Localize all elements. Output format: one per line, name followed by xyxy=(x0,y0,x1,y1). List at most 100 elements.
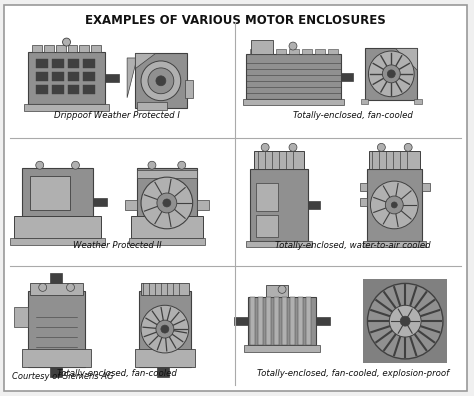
Bar xyxy=(246,241,312,247)
Bar xyxy=(36,59,48,68)
Bar xyxy=(137,102,167,110)
Circle shape xyxy=(141,177,192,229)
Circle shape xyxy=(141,305,189,353)
Circle shape xyxy=(385,196,403,214)
Bar xyxy=(141,284,189,295)
Circle shape xyxy=(66,284,74,291)
Bar xyxy=(91,45,101,52)
Polygon shape xyxy=(127,58,137,98)
Bar xyxy=(282,297,287,345)
Circle shape xyxy=(371,181,418,229)
Bar xyxy=(24,104,109,110)
Text: Totally-enclosed, water-to-air cooled: Totally-enclosed, water-to-air cooled xyxy=(275,241,430,250)
Circle shape xyxy=(383,65,400,83)
Circle shape xyxy=(148,161,156,169)
Polygon shape xyxy=(395,48,417,70)
Text: Courtesy of Siemens AG: Courtesy of Siemens AG xyxy=(12,372,113,381)
Bar xyxy=(359,198,367,206)
Bar xyxy=(328,49,337,54)
Circle shape xyxy=(367,284,443,359)
Bar xyxy=(250,169,308,241)
Text: Weather Protected II: Weather Protected II xyxy=(73,241,162,250)
Circle shape xyxy=(404,143,412,151)
Bar xyxy=(276,49,286,54)
Bar xyxy=(36,72,48,81)
Bar xyxy=(44,45,54,52)
Bar xyxy=(246,54,341,99)
Circle shape xyxy=(156,76,166,86)
Circle shape xyxy=(368,51,414,97)
Circle shape xyxy=(289,42,297,50)
Bar xyxy=(80,45,90,52)
Bar xyxy=(139,291,191,367)
Bar xyxy=(125,200,137,210)
Circle shape xyxy=(178,161,186,169)
Bar xyxy=(298,297,303,345)
Circle shape xyxy=(389,305,421,337)
Bar xyxy=(234,317,248,325)
Bar xyxy=(185,80,192,98)
Circle shape xyxy=(392,202,397,208)
Bar xyxy=(263,49,273,54)
Polygon shape xyxy=(135,53,155,68)
Bar xyxy=(364,241,426,247)
Bar xyxy=(302,49,312,54)
Bar xyxy=(10,238,105,245)
Bar xyxy=(266,286,288,297)
Bar xyxy=(316,317,330,325)
Bar xyxy=(308,201,320,209)
Bar xyxy=(93,198,107,206)
Bar xyxy=(67,59,80,68)
Bar xyxy=(367,169,422,241)
Bar xyxy=(83,85,95,94)
Circle shape xyxy=(261,143,269,151)
Bar xyxy=(244,345,320,352)
Bar xyxy=(14,216,101,238)
Bar xyxy=(341,73,353,81)
Circle shape xyxy=(156,320,174,338)
Bar xyxy=(254,151,304,169)
Bar xyxy=(137,168,197,218)
Bar xyxy=(55,45,65,52)
Bar xyxy=(67,72,80,81)
Circle shape xyxy=(387,70,395,78)
Circle shape xyxy=(163,199,171,207)
Bar xyxy=(290,297,295,345)
Circle shape xyxy=(72,161,80,169)
Bar xyxy=(414,99,422,104)
Bar xyxy=(359,183,367,191)
Bar xyxy=(365,48,417,100)
Bar xyxy=(50,367,62,377)
Bar xyxy=(32,45,42,52)
Text: Totally-enclosed, fan-cooled: Totally-enclosed, fan-cooled xyxy=(57,369,177,378)
Bar xyxy=(105,74,119,82)
Bar xyxy=(52,85,64,94)
Bar xyxy=(50,274,62,284)
Circle shape xyxy=(377,143,385,151)
Circle shape xyxy=(39,284,46,291)
Bar xyxy=(251,40,273,54)
Circle shape xyxy=(161,325,169,333)
Bar xyxy=(83,72,95,81)
Bar xyxy=(250,297,255,345)
Bar xyxy=(52,59,64,68)
Bar xyxy=(361,99,368,104)
Circle shape xyxy=(278,286,286,293)
Circle shape xyxy=(148,68,174,94)
Bar xyxy=(135,53,187,108)
Bar xyxy=(14,307,28,327)
Bar xyxy=(135,349,195,367)
Bar xyxy=(67,85,80,94)
Bar xyxy=(22,349,91,367)
Text: Totally-enclosed, fan-cooled, explosion-proof: Totally-enclosed, fan-cooled, explosion-… xyxy=(256,369,448,378)
Bar xyxy=(129,238,205,245)
Circle shape xyxy=(157,193,177,213)
Bar xyxy=(131,216,202,238)
Bar xyxy=(22,168,93,218)
Bar xyxy=(289,49,299,54)
Bar xyxy=(36,85,48,94)
Bar xyxy=(306,297,311,345)
Bar xyxy=(256,183,278,211)
Bar xyxy=(369,151,420,169)
Bar xyxy=(30,284,83,295)
